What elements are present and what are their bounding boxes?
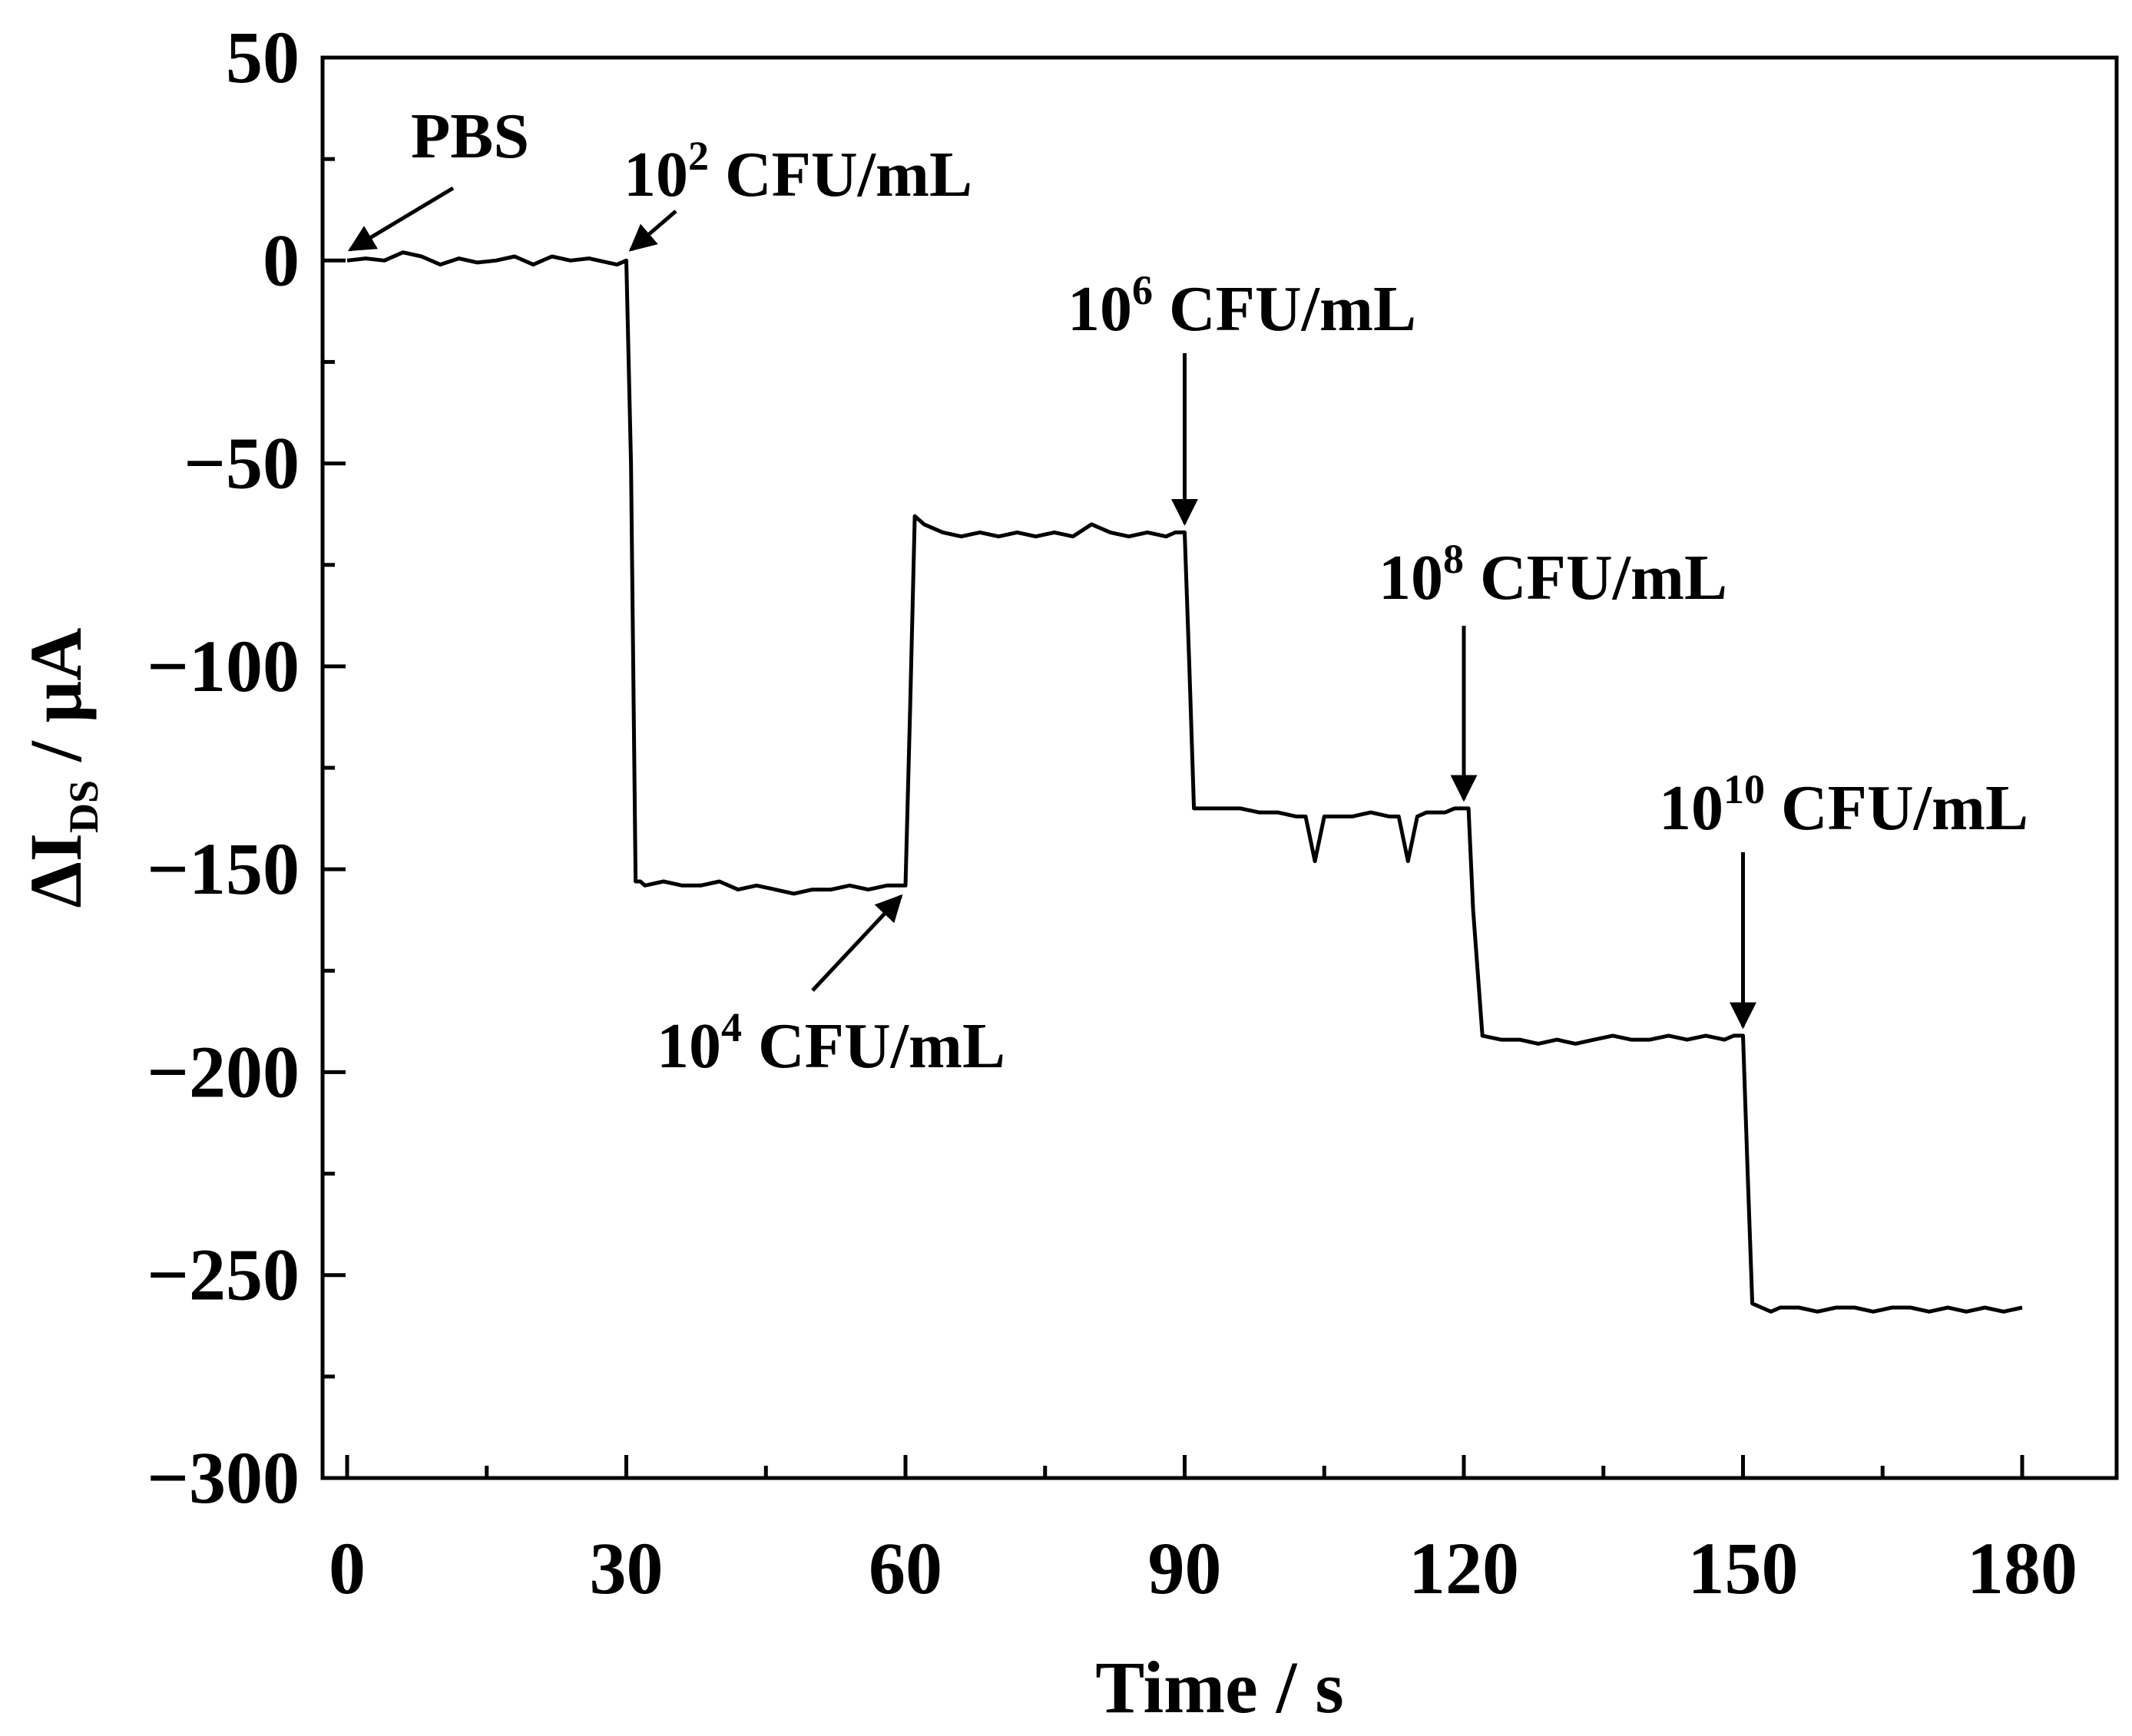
y-axis-title-sub: DS [61,780,107,833]
annotation-base: 10 [1379,542,1443,613]
x-axis-title: Time / s [1095,1646,1344,1728]
annotation-label: 104 CFU/mL [657,1004,1005,1082]
annotation-base: 10 [624,139,688,210]
annotation-sup: 4 [721,1004,742,1050]
annotation-rest: CFU/mL [1765,772,2028,844]
annotation-rest: CFU/mL [1464,542,1727,613]
annotation-rest: CFU/mL [742,1010,1005,1082]
annotation-sup: 8 [1443,536,1464,582]
annotation-base: 10 [657,1010,721,1082]
x-tick-label: 60 [869,1527,942,1609]
y-axis-title: ΔIDS / μA [15,628,107,908]
annotation-arrow [811,894,903,992]
annotation-base: 10 [1659,772,1723,844]
annotation-sup: 2 [688,133,709,179]
x-tick-label: 180 [1967,1527,2077,1609]
x-tick-label: 90 [1148,1527,1222,1609]
annotation-label: 102 CFU/mL [624,133,972,210]
annotation-label: 106 CFU/mL [1068,267,1416,345]
annotation-rest: CFU/mL [709,139,972,210]
plot-frame [320,55,2119,1480]
annotation-base: PBS [411,101,529,172]
x-tick-labels: 0 30 60 90 120 150 180 [329,1527,2077,1609]
y-tick-labels: 50 0 −50 −100 −150 −200 −250 −300 [147,16,300,1519]
y-axis-title-main: ΔI [15,833,97,908]
annotation-label: 1010 CFU/mL [1659,766,2028,844]
x-tick-label: 30 [590,1527,664,1609]
annotation-base: 10 [1068,273,1132,345]
y-tick-label: 50 [226,16,300,98]
y-tick-label: −150 [147,828,300,910]
annotation-sup: 6 [1132,267,1153,313]
annotation-label: PBS [411,101,529,172]
annotation-label: 108 CFU/mL [1379,536,1727,613]
y-tick-label: 0 [263,219,300,301]
x-tick-label: 150 [1688,1527,1799,1609]
annotation-arrow [347,186,455,252]
y-tick-label: −100 [147,625,300,707]
series-line [346,250,2023,1314]
y-tick-label: −250 [147,1234,300,1316]
annotation-rest: CFU/mL [1153,273,1416,345]
annotation-arrow [628,210,677,252]
y-tick-label: −50 [184,422,300,504]
x-ticks [345,1455,2024,1478]
y-tick-label: −300 [147,1437,300,1519]
y-axis-title-rest: / μA [15,628,97,780]
y-ticks [323,55,346,1480]
x-tick-label: 0 [329,1527,366,1609]
annotation-sup: 10 [1723,766,1765,812]
x-tick-label: 120 [1409,1527,1519,1609]
y-tick-label: −200 [147,1030,300,1113]
